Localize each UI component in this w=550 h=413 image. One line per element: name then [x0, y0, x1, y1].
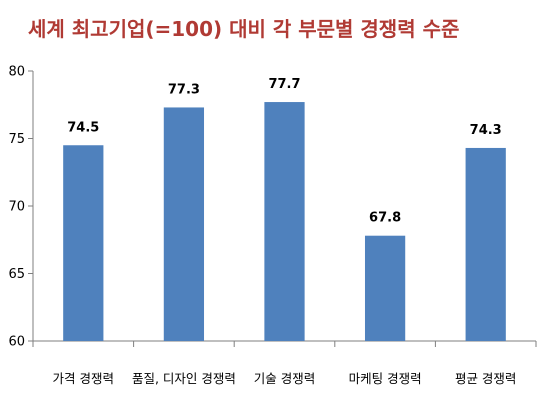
chart-title: 세계 최고기업(=100) 대비 각 부문별 경쟁력 수준 [28, 17, 459, 41]
data-label: 67.8 [369, 211, 401, 226]
y-tick-label: 80 [8, 65, 25, 80]
data-label: 77.7 [268, 77, 300, 92]
bar [364, 235, 406, 341]
category-label: 품질, 디자인 경쟁력 [132, 371, 236, 386]
category-label: 가격 경쟁력 [53, 371, 114, 386]
bars [63, 102, 506, 341]
data-label: 74.3 [470, 123, 502, 138]
category-label: 평균 경쟁력 [455, 371, 516, 386]
bar [465, 147, 506, 341]
y-axis: 60 65 70 75 80 [8, 65, 34, 350]
bar [264, 102, 305, 341]
category-label: 마케팅 경쟁력 [349, 371, 422, 386]
y-tick-label: 70 [8, 200, 25, 215]
x-axis [32, 340, 537, 347]
data-label: 77.3 [168, 82, 200, 97]
y-tick-label: 65 [8, 267, 25, 282]
category-label: 기술 경쟁력 [254, 371, 315, 386]
y-tick-label: 75 [8, 132, 25, 147]
bar [163, 107, 205, 341]
data-labels: 74.5 77.3 77.7 67.8 74.3 [67, 77, 501, 226]
data-label: 74.5 [67, 120, 99, 135]
category-labels: 가격 경쟁력 품질, 디자인 경쟁력 기술 경쟁력 마케팅 경쟁력 평균 경쟁력 [53, 371, 517, 386]
y-tick-label: 60 [8, 335, 25, 350]
bar [63, 145, 104, 341]
